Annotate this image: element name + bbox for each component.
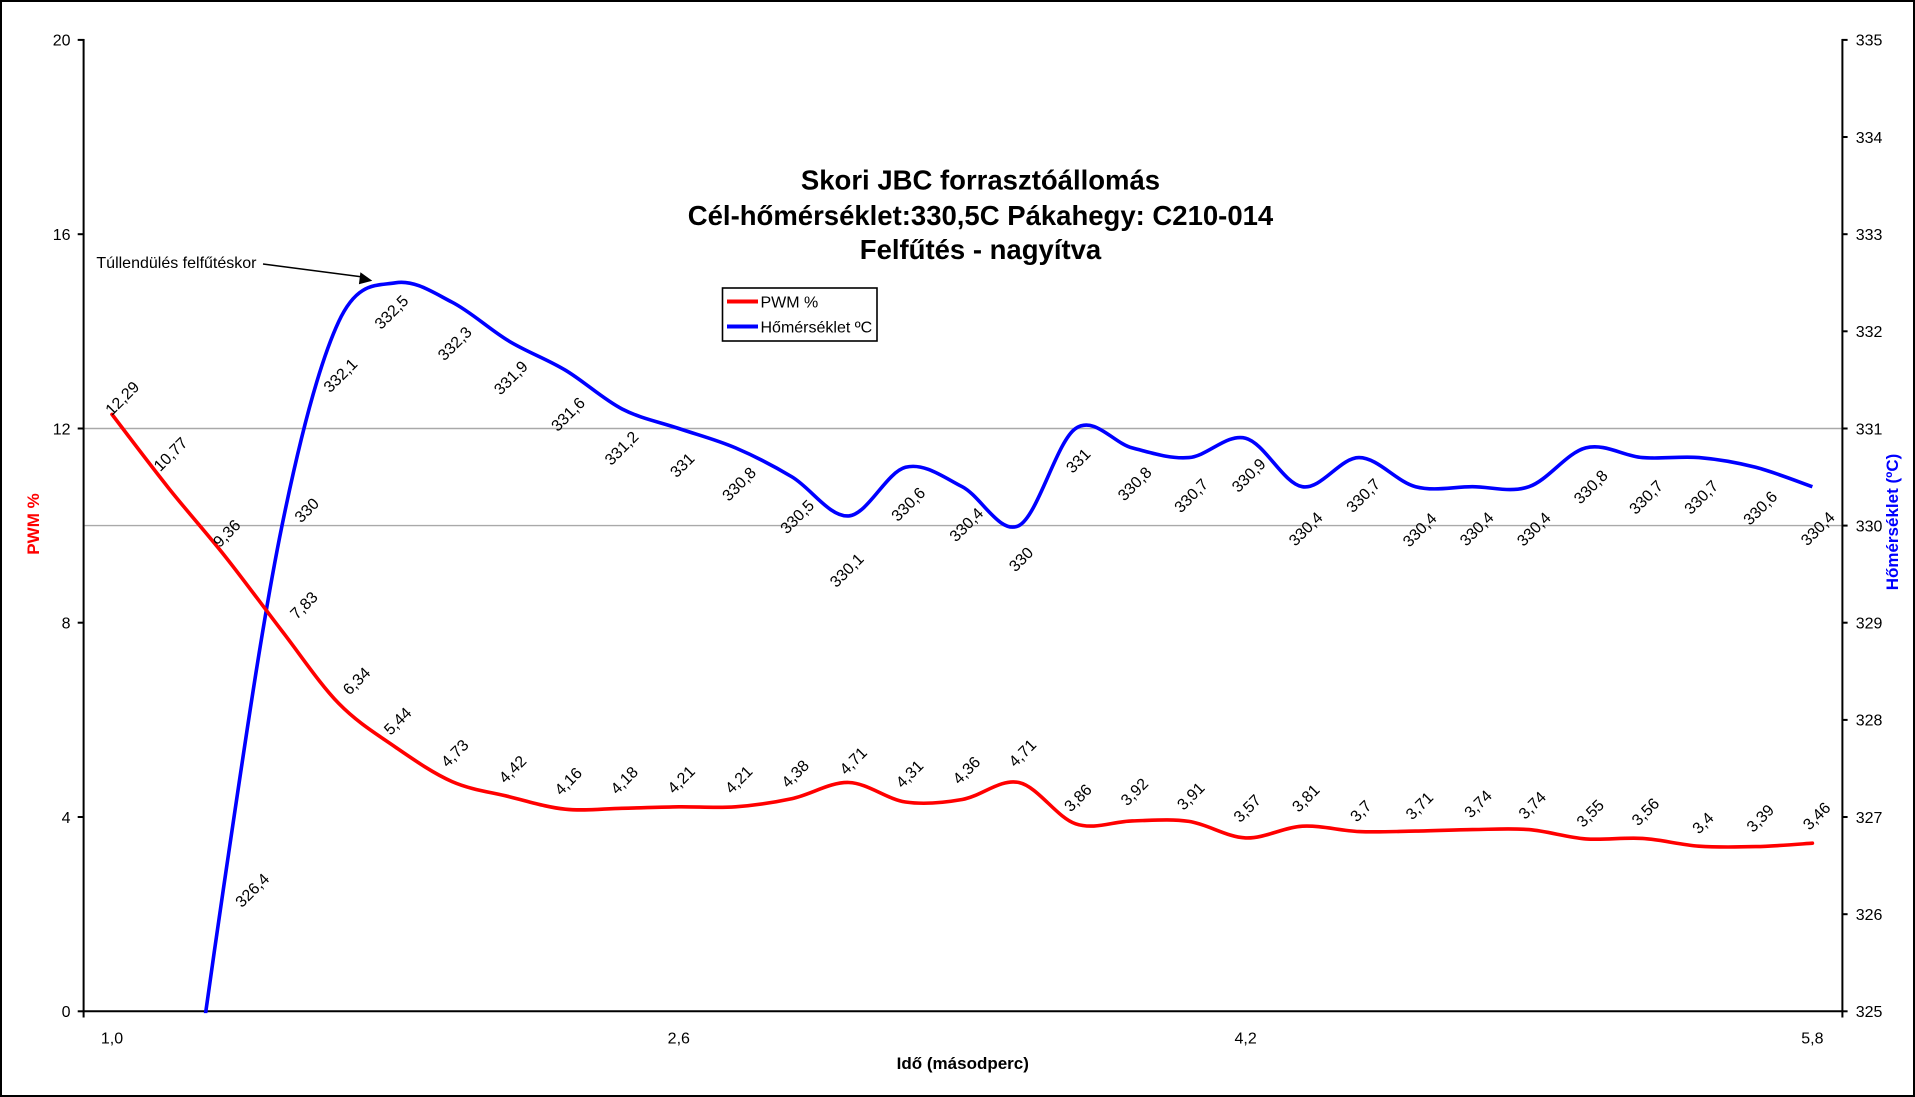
svg-text:Idő (másodperc): Idő (másodperc) [897,1054,1029,1073]
svg-text:332: 332 [1856,324,1883,341]
svg-text:2,6: 2,6 [668,1031,690,1048]
svg-text:Cél-hőmérséklet:330,5C Pákaheg: Cél-hőmérséklet:330,5C Pákahegy: C210-01… [688,200,1274,231]
svg-text:4,2: 4,2 [1234,1031,1256,1048]
svg-text:331: 331 [1856,421,1883,438]
svg-text:PWM %: PWM % [24,493,43,554]
svg-text:4: 4 [62,810,71,827]
svg-text:0: 0 [62,1004,71,1021]
svg-text:328: 328 [1856,713,1883,730]
svg-text:PWM %: PWM % [761,294,819,311]
svg-text:Hőmérséklet (ºC): Hőmérséklet (ºC) [1883,454,1902,591]
svg-text:5,8: 5,8 [1801,1031,1823,1048]
svg-text:Skori JBC forrasztóállomás: Skori JBC forrasztóállomás [801,165,1160,196]
svg-text:16: 16 [53,227,71,244]
svg-text:12: 12 [53,421,71,438]
svg-text:333: 333 [1856,227,1883,244]
svg-text:335: 335 [1856,33,1883,50]
svg-text:326: 326 [1856,907,1883,924]
svg-text:Felfűtés - nagyítva: Felfűtés - nagyítva [860,234,1102,265]
svg-text:1,0: 1,0 [101,1031,123,1048]
svg-text:Túllendülés felfűtéskor: Túllendülés felfűtéskor [96,255,257,272]
svg-text:Hőmérséklet ºC: Hőmérséklet ºC [761,319,873,336]
svg-text:327: 327 [1856,810,1883,827]
svg-text:329: 329 [1856,615,1883,632]
svg-text:330: 330 [1856,518,1883,535]
svg-text:334: 334 [1856,130,1883,147]
svg-text:325: 325 [1856,1004,1883,1021]
svg-text:20: 20 [53,33,71,50]
svg-text:8: 8 [62,615,71,632]
